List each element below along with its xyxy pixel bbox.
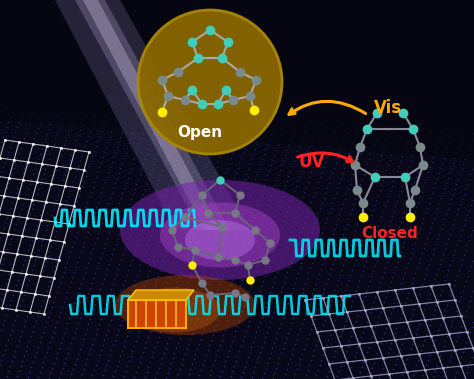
Polygon shape [83,0,220,230]
Ellipse shape [185,220,255,260]
Text: UV: UV [299,153,325,171]
Ellipse shape [115,275,255,335]
Circle shape [138,10,282,154]
Polygon shape [55,0,250,230]
Text: Vis: Vis [374,99,402,117]
Polygon shape [75,0,230,230]
Polygon shape [128,290,194,300]
Ellipse shape [120,180,320,280]
Polygon shape [0,0,474,95]
Ellipse shape [160,202,280,268]
Text: Open: Open [177,124,223,139]
FancyBboxPatch shape [128,300,186,328]
Text: Closed: Closed [362,226,419,241]
Polygon shape [0,0,474,160]
Ellipse shape [130,288,220,332]
